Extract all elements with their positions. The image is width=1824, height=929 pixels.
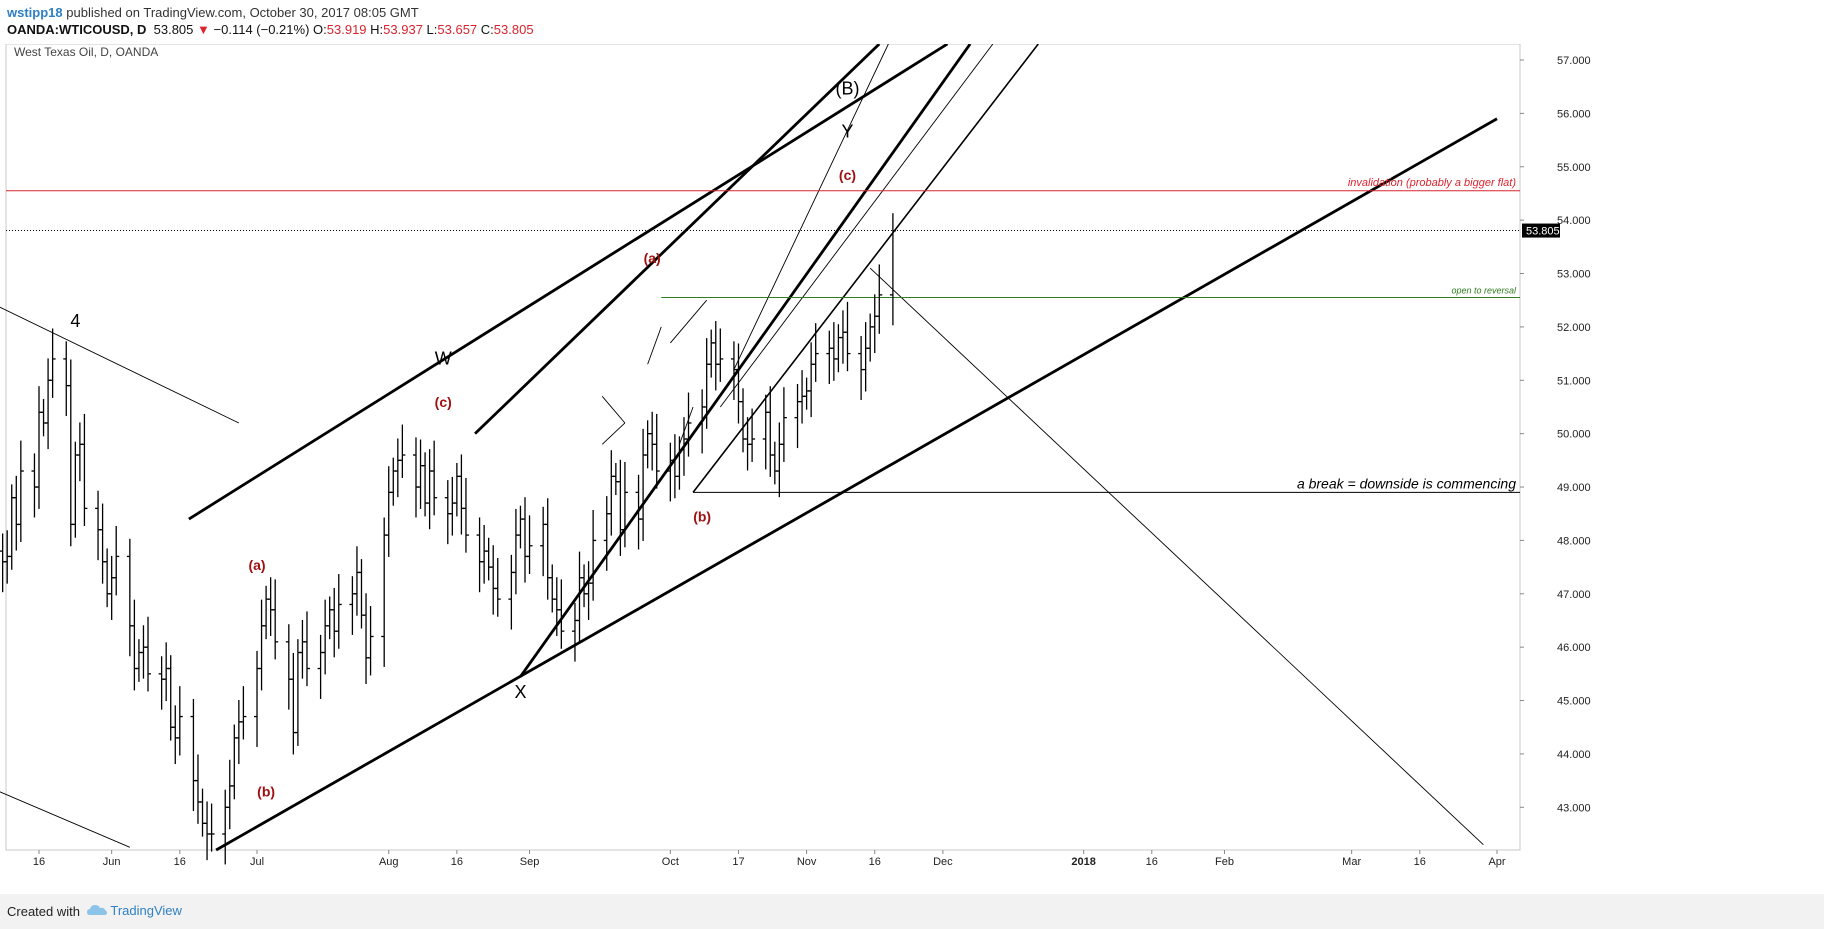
- chart-title: West Texas Oil, D, OANDA: [14, 45, 158, 59]
- trendline: [679, 406, 694, 445]
- symbol-line: OANDA:WTICOUSD, D 53.805 ▼ −0.114 (−0.21…: [7, 22, 534, 37]
- y-tick-label: 53.000: [1557, 269, 1591, 281]
- chart-area[interactable]: 57.000 56.000 55.000 54.000 53.000 52.000 51.0…: [0, 42, 1824, 894]
- x-tick-label: Apr: [1488, 856, 1505, 868]
- wave-label: (B): [835, 79, 859, 99]
- wave-label: (b): [257, 784, 275, 800]
- trendline: [692, 43, 1039, 493]
- x-tick-label: Feb: [1215, 856, 1234, 868]
- break-label: a break = downside is commencing: [1297, 475, 1516, 491]
- y-tick-label: 48.000: [1557, 535, 1591, 547]
- close-value: 53.805: [493, 22, 534, 37]
- y-tick-label: 52.000: [1557, 322, 1591, 334]
- wave-label: (a): [644, 250, 661, 266]
- trendline: [0, 306, 240, 424]
- last-price: 53.805: [153, 22, 194, 37]
- publish-line: wstipp18 published on TradingView.com, O…: [7, 5, 419, 20]
- x-tick-label: Aug: [379, 856, 399, 868]
- y-tick-label: 43.000: [1557, 802, 1591, 814]
- cloud-icon: [87, 905, 107, 915]
- x-tick-label: Oct: [662, 856, 679, 868]
- x-tick-label: Dec: [933, 856, 953, 868]
- low-label: L:: [426, 22, 438, 37]
- reversal-label: open to reversal: [1451, 286, 1517, 296]
- y-tick-label: 49.000: [1557, 482, 1591, 494]
- tradingview-logo[interactable]: TradingView: [87, 903, 182, 918]
- wave-label: 4: [70, 311, 80, 331]
- wave-label: (b): [693, 509, 711, 525]
- x-tick-label: 2018: [1071, 856, 1095, 868]
- footer-bar: Created with TradingView: [0, 894, 1824, 929]
- x-tick-label: 17: [732, 856, 744, 868]
- x-tick-label: 16: [451, 856, 463, 868]
- username-link[interactable]: wstipp18: [7, 5, 63, 20]
- x-tick-label: 16: [33, 856, 45, 868]
- high-label: H:: [370, 22, 384, 37]
- trendline: [869, 267, 1484, 845]
- trendline: [519, 43, 972, 678]
- low-value: 53.657: [437, 22, 478, 37]
- trendline: [601, 395, 626, 424]
- y-tick-label: 46.000: [1557, 642, 1591, 654]
- invalidation-label: invalidation (probably a bigger flat): [1348, 177, 1516, 189]
- x-tick-label: Jul: [250, 856, 264, 868]
- y-tick-label: 54.000: [1557, 215, 1591, 227]
- y-tick-label: 45.000: [1557, 696, 1591, 708]
- wave-label: (a): [248, 557, 265, 573]
- last-price-badge: [1522, 223, 1560, 238]
- open-value: 53.919: [326, 22, 367, 37]
- ohlc-bars: [0, 213, 896, 865]
- wave-label: (c): [839, 167, 856, 183]
- x-tick-label: Nov: [797, 856, 817, 868]
- x-tick-label: Mar: [1342, 856, 1361, 868]
- close-label: C:: [480, 22, 494, 37]
- last-price-label: 53.805: [1526, 226, 1560, 238]
- y-tick-label: 47.000: [1557, 589, 1591, 601]
- trendline: [0, 791, 131, 848]
- created-with-text: Created with: [7, 904, 80, 919]
- x-tick-label: Sep: [520, 856, 540, 868]
- y-tick-label: 55.000: [1557, 162, 1591, 174]
- y-tick-label: 57.000: [1557, 55, 1591, 67]
- header-bar: wstipp18 published on TradingView.com, O…: [0, 0, 1824, 44]
- plot-border: [5, 43, 1521, 851]
- x-tick-label: Jun: [103, 856, 121, 868]
- wave-label: Y: [841, 121, 853, 141]
- down-arrow-icon: ▼: [197, 22, 210, 37]
- trendline: [670, 299, 708, 344]
- trendline: [647, 326, 662, 365]
- price-chart[interactable]: 57.000 56.000 55.000 54.000 53.000 52.000 51.0…: [0, 42, 1824, 894]
- x-tick-label: 16: [1146, 856, 1158, 868]
- trendline: [474, 42, 881, 435]
- trendline: [733, 43, 889, 370]
- published-text: published on TradingView.com, October 30…: [66, 5, 419, 20]
- y-tick-label: 44.000: [1557, 749, 1591, 761]
- trendline: [215, 117, 1498, 852]
- y-tick-label: 51.000: [1557, 375, 1591, 387]
- x-tick-label: 16: [1414, 856, 1426, 868]
- y-tick-label: 50.000: [1557, 429, 1591, 441]
- trendline: [719, 43, 994, 408]
- price-change: −0.114 (−0.21%): [213, 22, 310, 37]
- x-tick-label: 16: [174, 856, 186, 868]
- wave-label: (c): [435, 394, 452, 410]
- y-tick-label: 56.000: [1557, 108, 1591, 120]
- open-label: O:: [313, 22, 327, 37]
- trendline: [188, 42, 949, 521]
- symbol-name: OANDA:WTICOUSD, D: [7, 22, 147, 37]
- trendline: [601, 422, 626, 445]
- wave-label: W: [435, 348, 452, 368]
- x-tick-label: 16: [869, 856, 881, 868]
- wave-label: X: [514, 682, 526, 702]
- high-value: 53.937: [383, 22, 423, 37]
- tradingview-brand[interactable]: TradingView: [110, 903, 182, 918]
